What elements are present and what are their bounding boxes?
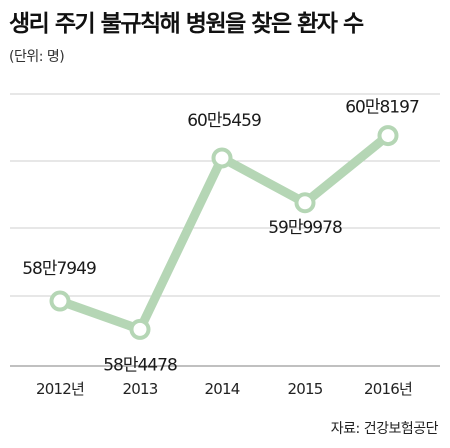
source-note: 자료: 건강보험공단 xyxy=(330,421,439,437)
data-label-1: 58만4478 xyxy=(103,355,177,375)
x-tick-label-0: 2012년 xyxy=(36,380,84,398)
data-point-0 xyxy=(49,290,71,312)
x-tick-labels: 2012년 2013 2014 2015 2016년 xyxy=(36,380,413,398)
x-tick-label-4: 2016년 xyxy=(364,380,412,398)
unit-label: (단위: 명) xyxy=(9,49,65,65)
data-label-4: 60만8197 xyxy=(345,98,419,118)
data-point-3 xyxy=(294,192,316,214)
data-point-1 xyxy=(129,318,151,340)
data-labels: 58만7949 58만4478 60만5459 59만9978 60만8197 xyxy=(22,98,420,376)
data-point-4 xyxy=(377,125,399,147)
x-tick-label-2: 2014 xyxy=(205,380,240,398)
data-point-2 xyxy=(211,147,233,169)
data-label-3: 59만9978 xyxy=(268,218,342,238)
x-tick-label-3: 2015 xyxy=(288,380,323,398)
data-label-0: 58만7949 xyxy=(22,259,96,279)
data-points xyxy=(49,125,399,340)
data-label-2: 60만5459 xyxy=(187,111,261,131)
chart-title: 생리 주기 불규칙해 병원을 찾은 환자 수 xyxy=(9,11,364,37)
x-tick-label-1: 2013 xyxy=(123,380,158,398)
